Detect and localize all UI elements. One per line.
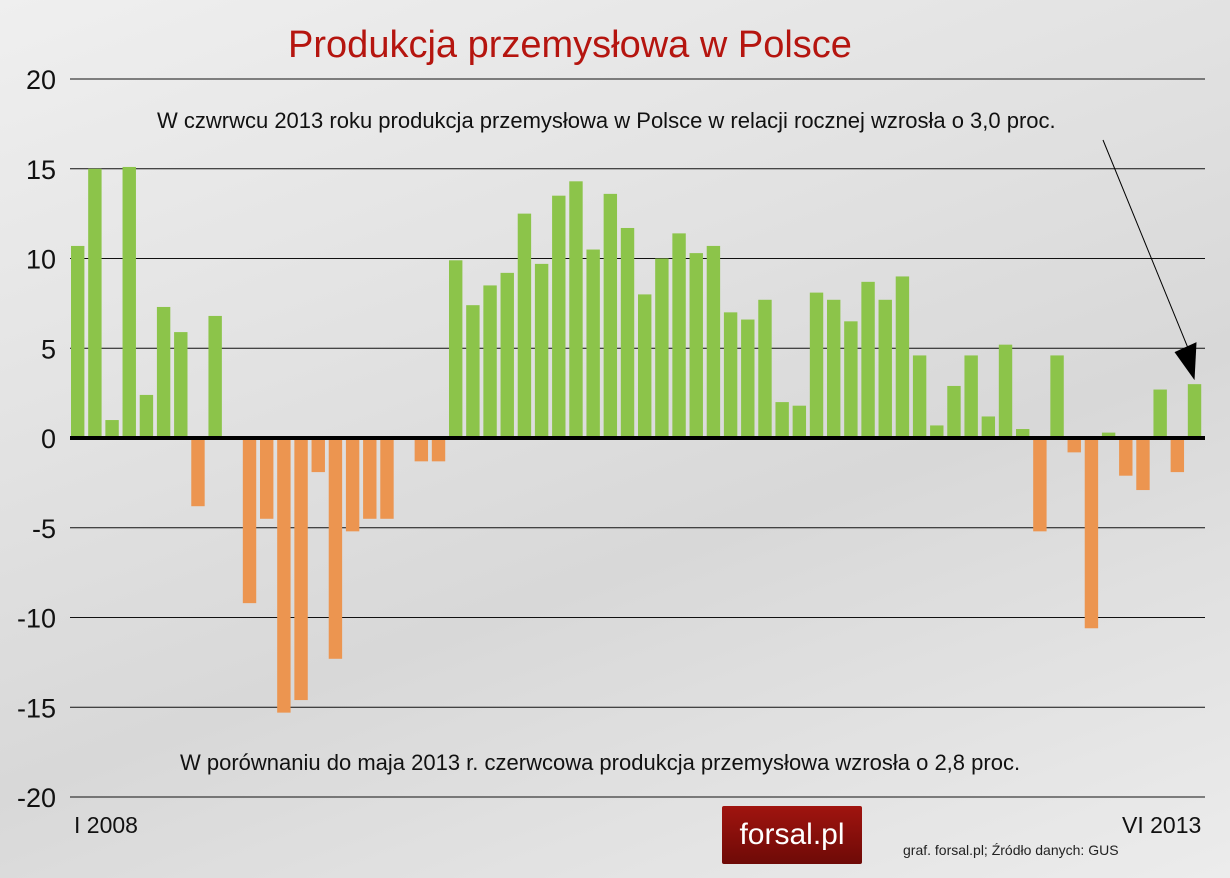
bar bbox=[1153, 389, 1167, 438]
bar bbox=[328, 438, 343, 659]
bar bbox=[1050, 355, 1064, 438]
bar bbox=[655, 258, 669, 438]
bar bbox=[1170, 438, 1185, 473]
bar bbox=[294, 438, 308, 701]
bar bbox=[431, 438, 446, 462]
bar bbox=[706, 245, 721, 438]
y-tick-label: 20 bbox=[26, 65, 56, 95]
bar bbox=[844, 321, 858, 438]
bar bbox=[1067, 438, 1081, 453]
bar bbox=[689, 253, 703, 438]
bar bbox=[1101, 432, 1116, 438]
bar bbox=[483, 285, 497, 438]
bar bbox=[809, 292, 824, 438]
bar bbox=[105, 420, 119, 438]
bar bbox=[586, 249, 600, 438]
bar bbox=[930, 425, 944, 438]
bar bbox=[947, 385, 961, 438]
bar bbox=[500, 272, 514, 438]
bar bbox=[277, 438, 291, 713]
bar bbox=[792, 405, 807, 438]
bar bbox=[723, 312, 738, 438]
bar bbox=[380, 438, 394, 519]
bar bbox=[174, 332, 188, 438]
bar bbox=[1119, 438, 1133, 476]
bar bbox=[88, 168, 102, 438]
bar bbox=[981, 416, 996, 438]
annotation-yearly: W czwrwcu 2013 roku produkcja przemysłow… bbox=[157, 108, 1056, 133]
chart-title: Produkcja przemysłowa w Polsce bbox=[288, 24, 852, 66]
bar bbox=[242, 438, 257, 604]
y-tick-label: -5 bbox=[32, 514, 56, 544]
bar bbox=[191, 438, 205, 507]
bar bbox=[517, 213, 532, 438]
y-tick-label: 5 bbox=[41, 334, 56, 364]
bar bbox=[260, 438, 274, 519]
bar bbox=[311, 438, 325, 473]
bar bbox=[1187, 384, 1202, 438]
bar bbox=[1084, 438, 1099, 629]
x-end-label: VI 2013 bbox=[1122, 812, 1202, 838]
source-note: graf. forsal.pl; Źródło danych: GUS bbox=[903, 842, 1119, 858]
x-start-label: I 2008 bbox=[74, 812, 138, 838]
bar bbox=[449, 260, 463, 438]
y-tick-label: -20 bbox=[17, 783, 56, 813]
bar bbox=[758, 299, 772, 438]
bar bbox=[775, 402, 789, 438]
bar bbox=[827, 299, 841, 438]
bar bbox=[466, 305, 480, 438]
bar bbox=[603, 193, 618, 438]
bar bbox=[964, 355, 978, 438]
bar bbox=[345, 438, 360, 532]
bar bbox=[363, 438, 377, 519]
y-tick-label: 10 bbox=[26, 245, 56, 275]
bar bbox=[139, 394, 154, 438]
forsal-logo: forsal.pl bbox=[722, 806, 862, 864]
bar bbox=[1016, 429, 1030, 438]
bar bbox=[156, 306, 171, 438]
bar bbox=[998, 344, 1013, 438]
bar bbox=[552, 195, 566, 438]
bar bbox=[672, 233, 686, 438]
bar bbox=[861, 281, 875, 438]
y-tick-label: -15 bbox=[17, 693, 56, 723]
annotation-monthly: W porównaniu do maja 2013 r. czerwcowa p… bbox=[180, 750, 1021, 775]
y-tick-label: -10 bbox=[17, 604, 56, 634]
bar bbox=[741, 319, 755, 438]
bar bbox=[912, 355, 927, 438]
bar bbox=[71, 245, 85, 438]
y-tick-label: 15 bbox=[26, 155, 56, 185]
bar bbox=[620, 227, 635, 438]
bar bbox=[1136, 438, 1150, 491]
bar bbox=[895, 276, 910, 438]
bar bbox=[122, 166, 136, 438]
bar bbox=[878, 299, 892, 438]
bar bbox=[569, 181, 583, 438]
annotation-arrow-head bbox=[1174, 342, 1197, 381]
annotation-arrow-line bbox=[1102, 139, 1191, 355]
bar bbox=[638, 294, 652, 438]
bar bbox=[1033, 438, 1047, 532]
y-tick-label: 0 bbox=[41, 424, 56, 454]
bar bbox=[208, 315, 222, 438]
bar bbox=[534, 263, 549, 438]
bar bbox=[414, 438, 429, 462]
